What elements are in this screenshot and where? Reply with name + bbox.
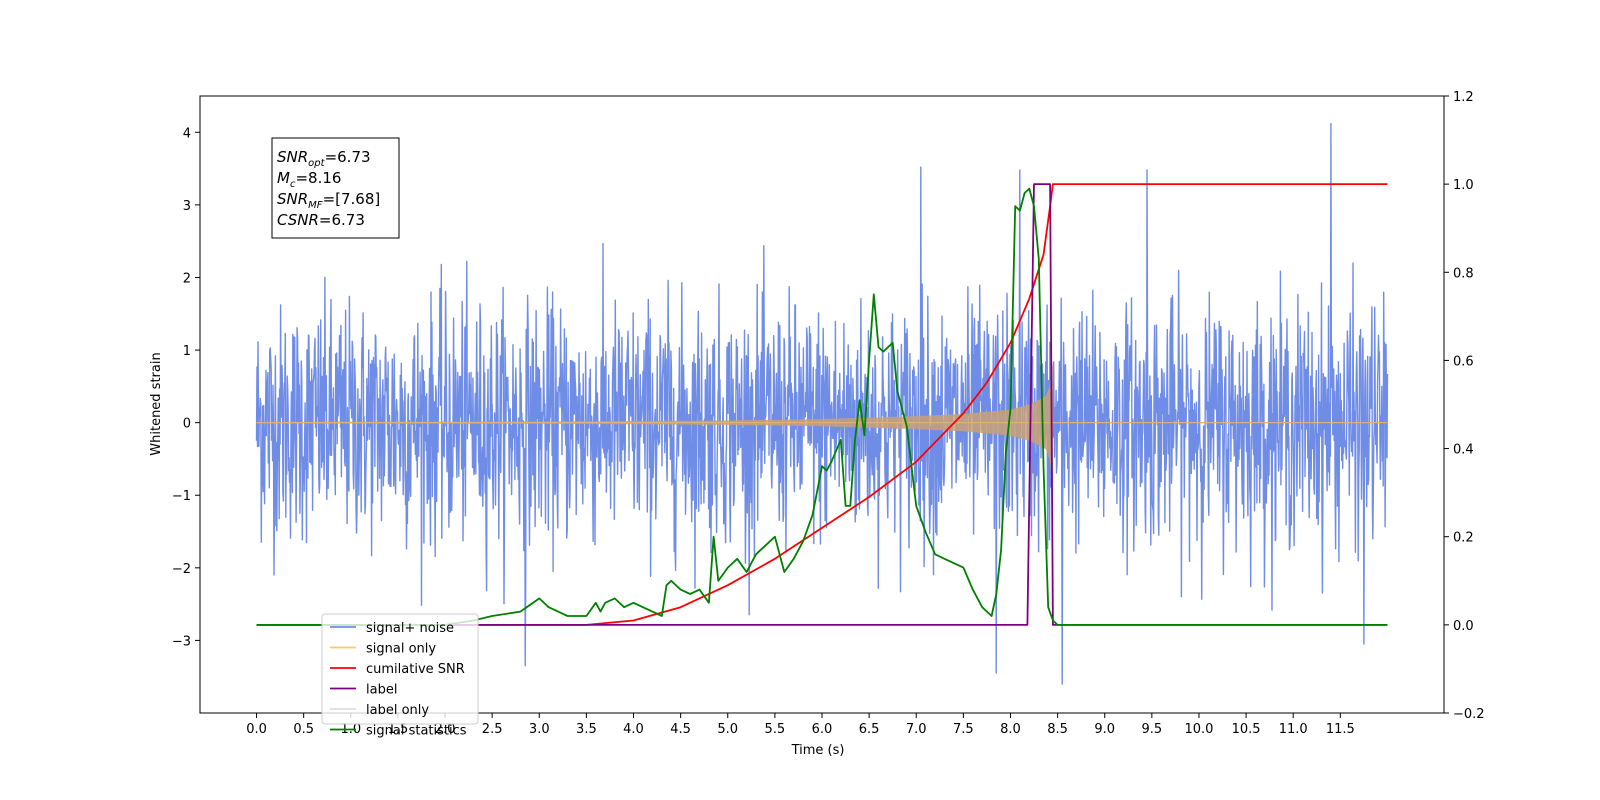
x-tick-label: 3.0 <box>529 722 550 737</box>
y-right-tick-label: 0.4 <box>1453 443 1474 458</box>
legend-label: label only <box>366 703 429 718</box>
y-left-tick-label: 3 <box>183 199 191 214</box>
stats-line: SNRopt=6.73 <box>277 148 371 169</box>
x-tick-label: 9.5 <box>1142 722 1163 737</box>
cumilative-snr-line <box>256 183 1388 626</box>
x-tick-label: 10.5 <box>1232 722 1261 737</box>
x-tick-label: 2.0 <box>435 722 456 737</box>
series-label <box>256 183 1388 626</box>
stats-line: Mc=8.16 <box>277 169 341 190</box>
y-right-tick-label: 0.2 <box>1453 531 1474 546</box>
x-tick-label: 4.5 <box>670 722 691 737</box>
x-tick-label: 7.0 <box>906 722 927 737</box>
legend: signal+ noise signal only cumilative SNR la… <box>321 613 479 739</box>
legend-label: signal only <box>366 642 436 657</box>
series-signal-only <box>256 360 1388 485</box>
legend-frame <box>321 613 479 725</box>
y-right-tick-label: 0.6 <box>1453 354 1474 369</box>
x-axis-label: Time (s) <box>791 743 845 758</box>
series-signal-plus-noise <box>255 122 1389 685</box>
y-left-tick-label: −2 <box>172 562 191 577</box>
x-tick-label: 6.5 <box>859 722 880 737</box>
y-right-tick-label: 1.0 <box>1453 178 1474 193</box>
y-right-tick-label: 0.0 <box>1453 619 1474 634</box>
y-axis-right: −0.2 0.0 0.2 0.4 0.6 0.8 1.0 1.2 <box>1444 90 1485 722</box>
x-tick-label: 6.0 <box>812 722 833 737</box>
x-tick-label: 9.0 <box>1094 722 1115 737</box>
x-axis: 0.0 0.5 1.0 1.5 2.0 2.5 3.0 3.5 4.0 4.5 5.0 5.5 6.0 6… <box>246 713 1355 737</box>
stats-line: SNRMF=[7.68] <box>277 190 380 211</box>
x-tick-label: 0.5 <box>293 722 314 737</box>
y-right-tick-label: 0.8 <box>1453 266 1474 281</box>
y-left-tick-label: 2 <box>183 271 191 286</box>
y-axis-left: −3 −2 −1 0 1 2 3 4 <box>172 126 200 649</box>
x-tick-label: 0.0 <box>246 722 267 737</box>
x-tick-label: 8.5 <box>1047 722 1068 737</box>
label-line <box>256 183 1388 626</box>
x-tick-label: 5.5 <box>765 722 786 737</box>
legend-label: cumilative SNR <box>366 662 465 677</box>
legend-label: label <box>366 683 397 698</box>
x-tick-label: 8.0 <box>1000 722 1021 737</box>
x-tick-label: 11.0 <box>1279 722 1308 737</box>
y-left-tick-label: −3 <box>172 634 191 649</box>
y-right-tick-label: 1.2 <box>1453 90 1474 105</box>
y-axis-label: Whitened strain <box>149 352 164 455</box>
series-signal-statistics <box>256 187 1388 626</box>
y-right-tick-label: −0.2 <box>1453 707 1485 722</box>
y-left-tick-label: −1 <box>172 489 191 504</box>
x-tick-label: 5.0 <box>717 722 738 737</box>
x-tick-label: 2.5 <box>482 722 503 737</box>
x-tick-label: 1.5 <box>388 722 409 737</box>
series-cumilative-snr <box>256 183 1388 626</box>
stats-box <box>271 137 400 239</box>
x-tick-label: 11.5 <box>1326 722 1355 737</box>
x-tick-label: 10.0 <box>1184 722 1213 737</box>
signal-statistics-line <box>256 187 1388 626</box>
stats-line: CSNR=6.73 <box>277 211 365 229</box>
x-tick-label: 7.5 <box>953 722 974 737</box>
legend-label: signal+ noise <box>366 621 454 636</box>
x-tick-label: 3.5 <box>576 722 597 737</box>
signal-plus-noise-line <box>255 122 1389 685</box>
legend-label: signal statistics <box>366 724 467 739</box>
y-left-tick-label: 1 <box>183 344 191 359</box>
y-left-tick-label: 4 <box>183 126 191 141</box>
x-tick-label: 4.0 <box>623 722 644 737</box>
y-left-tick-label: 0 <box>183 417 191 432</box>
